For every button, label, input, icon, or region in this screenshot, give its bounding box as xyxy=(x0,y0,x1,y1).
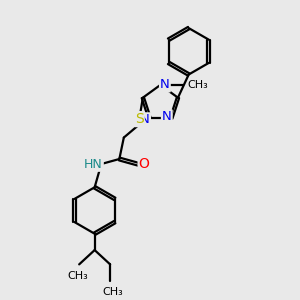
Text: CH₃: CH₃ xyxy=(102,287,123,297)
Text: N: N xyxy=(140,113,150,126)
Text: HN: HN xyxy=(84,158,103,171)
Text: CH₃: CH₃ xyxy=(67,271,88,281)
Text: N: N xyxy=(162,110,172,123)
Text: O: O xyxy=(139,158,149,171)
Text: S: S xyxy=(135,112,144,126)
Text: N: N xyxy=(160,78,170,92)
Text: CH₃: CH₃ xyxy=(188,80,208,90)
